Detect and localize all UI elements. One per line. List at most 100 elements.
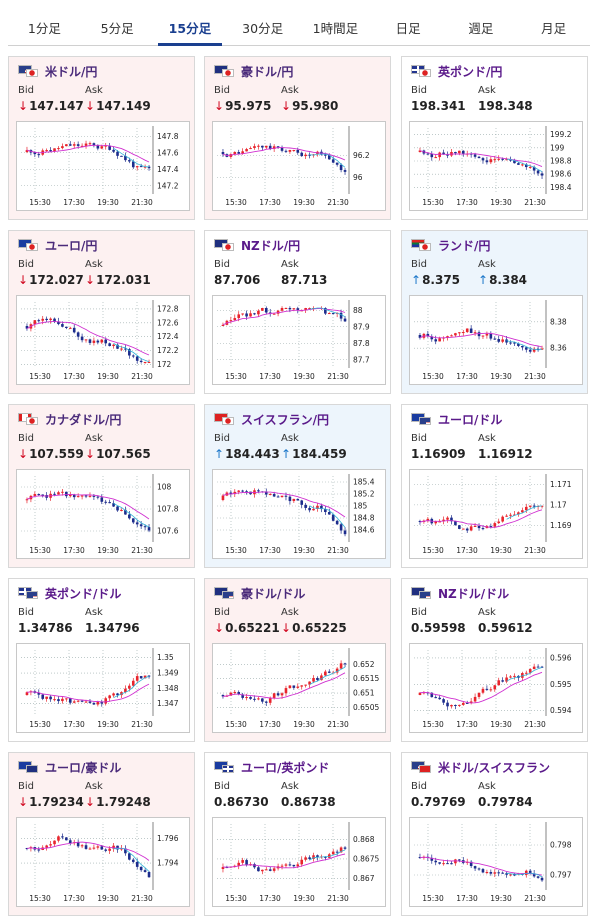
pair-name[interactable]: 英ポンド/ドル xyxy=(45,586,122,601)
ask-value: 172.031 xyxy=(96,273,151,287)
rate-card[interactable]: ユーロ/豪ドル Bid Ask ↓1.79234 ↓1.79248 1.796 1.794 1… xyxy=(8,752,195,916)
tab-0[interactable]: 1分足 xyxy=(27,21,61,36)
pair-name[interactable]: NZドル/円 xyxy=(241,238,301,253)
pair-name[interactable]: 米ドル/スイスフラン xyxy=(438,760,551,775)
candle-body xyxy=(268,494,272,496)
pair-name[interactable]: ユーロ/円 xyxy=(45,238,98,253)
quote-values: ↓107.559 ↓107.565 xyxy=(18,447,187,463)
pair-name[interactable]: ランド/円 xyxy=(438,238,491,253)
rate-card[interactable]: カナダドル/円 Bid Ask ↓107.559 ↓107.565 108 107.8 107… xyxy=(8,404,195,568)
candle-body xyxy=(312,855,315,859)
candle-body xyxy=(100,339,104,343)
ask-label: Ask xyxy=(281,85,299,96)
rate-card[interactable]: 米ドル/円 Bid Ask ↓147.147 ↓147.149 147.8 147.6 147… xyxy=(8,56,195,220)
timeframe-tabs: 1分足 5分足 15分足 30分足 1時間足 日足 週足 月足 xyxy=(8,10,590,46)
rate-card[interactable]: ユーロ/英ポンド Bid Ask 0.86730 0.86738 0.868 0.8675 0… xyxy=(204,752,391,916)
pair-name[interactable]: ユーロ/英ポンド xyxy=(241,760,330,775)
mini-chart[interactable]: 199.2 199 198.8 198.6 198.4 15:30 17:30 19:30 21… xyxy=(409,121,583,211)
candle-body xyxy=(316,505,319,509)
japan-flag-icon xyxy=(26,243,38,251)
x-tick-label: 21:30 xyxy=(524,372,546,381)
candle-body xyxy=(96,496,100,498)
mini-chart[interactable]: 0.868 0.8675 0.867 15:30 17:30 19:30 21:30 xyxy=(212,817,386,907)
candle-body xyxy=(245,491,248,493)
candle-body xyxy=(327,313,331,315)
rate-card[interactable]: 英ポンド/円 Bid Ask 198.341 198.348 199.2 199 198.8 1… xyxy=(401,56,588,220)
candle-body xyxy=(143,675,147,679)
rate-card[interactable]: 豪ドル/ドル Bid Ask ↓0.65221 ↓0.65225 0.652 0.6515 0… xyxy=(204,578,391,742)
mini-chart[interactable]: 0.798 0.797 15:30 17:30 19:30 21:30 xyxy=(409,817,583,907)
x-tick-label: 19:30 xyxy=(490,372,512,381)
moving-average-line xyxy=(222,853,346,869)
pair-name[interactable]: 豪ドル/円 xyxy=(241,64,294,79)
mini-chart[interactable]: 172.8 172.6 172.4 172.2 172 15:30 17:30 19:30 21… xyxy=(16,295,190,385)
rate-card[interactable]: 米ドル/スイスフラン Bid Ask 0.79769 0.79784 0.798 0.797… xyxy=(401,752,588,916)
ask-label: Ask xyxy=(281,433,299,444)
candle-body xyxy=(65,491,68,497)
mini-chart[interactable]: 185.4 185.2 185 184.8 184.6 15:30 17:30 19:30 21… xyxy=(212,469,386,559)
y-tick-label: 96 xyxy=(353,173,363,182)
candle-body xyxy=(120,348,123,350)
candle-body xyxy=(49,318,52,321)
card-header: スイスフラン/円 xyxy=(214,411,383,427)
rate-card[interactable]: 英ポンド/ドル Bid Ask 1.34786 1.34796 1.35 1.349 1.34… xyxy=(8,578,195,742)
pair-name[interactable]: NZドル/ドル xyxy=(438,586,510,601)
candle-body xyxy=(128,685,131,689)
mini-chart[interactable]: 8.38 8.36 15:30 17:30 19:30 21:30 xyxy=(409,295,583,385)
mini-chart[interactable]: 0.652 0.6515 0.651 0.6505 15:30 17:30 19:30 21:… xyxy=(212,643,386,733)
candle-body xyxy=(76,332,80,337)
candle-body xyxy=(418,335,422,338)
candle-body xyxy=(540,505,544,507)
candle-body xyxy=(521,345,524,348)
rate-card[interactable]: スイスフラン/円 Bid Ask ↑184.443 ↑184.459 185.4 185.2… xyxy=(204,404,391,568)
currency-flags-icon xyxy=(18,65,40,77)
pair-name[interactable]: ユーロ/豪ドル xyxy=(45,760,122,775)
rate-card[interactable]: ユーロ/ドル Bid Ask 1.16909 1.16912 1.171 1.17 1.169… xyxy=(401,404,588,568)
y-tick-label: 8.38 xyxy=(550,317,567,326)
candle-body xyxy=(505,159,508,161)
tab-2[interactable]: 15分足 xyxy=(154,10,227,46)
quote-values: 198.341 198.348 xyxy=(411,99,580,115)
candle-body xyxy=(241,860,244,863)
pair-name[interactable]: 豪ドル/ドル xyxy=(241,586,306,601)
tab-6[interactable]: 週足 xyxy=(468,21,494,36)
currency-flags-icon xyxy=(18,761,40,773)
tab-3[interactable]: 30分足 xyxy=(242,21,284,36)
candle-body xyxy=(434,157,438,159)
x-tick-label: 19:30 xyxy=(490,198,512,207)
candle-body xyxy=(524,164,528,168)
mini-chart[interactable]: 1.796 1.794 15:30 17:30 19:30 21:30 xyxy=(16,817,190,907)
short-average-line xyxy=(113,676,150,699)
candle-body xyxy=(343,170,347,172)
ask-price: 0.79784 xyxy=(478,795,533,811)
rate-card[interactable]: NZドル/円 Bid Ask 87.706 87.713 88 87.9 87.8 87.7 15… xyxy=(204,230,391,394)
mini-chart[interactable]: 108 107.8 107.6 15:30 17:30 19:30 21:30 xyxy=(16,469,190,559)
tab-7[interactable]: 月足 xyxy=(541,21,567,36)
japan-flag-icon xyxy=(26,417,38,425)
y-tick-label: 185.4 xyxy=(353,478,375,487)
pair-name[interactable]: スイスフラン/円 xyxy=(241,412,330,427)
tab-1[interactable]: 5分足 xyxy=(100,21,134,36)
candle-body xyxy=(80,700,84,702)
mini-chart[interactable]: 1.171 1.17 1.169 15:30 17:30 19:30 21:30 xyxy=(409,469,583,559)
mini-chart[interactable]: 0.596 0.595 0.594 15:30 17:30 19:30 21:30 xyxy=(409,643,583,733)
rate-card[interactable]: NZドル/ドル Bid Ask 0.59598 0.59612 0.596 0.595 0.5… xyxy=(401,578,588,742)
candle-body xyxy=(300,859,304,865)
mini-chart[interactable]: 96.2 96 15:30 17:30 19:30 21:30 xyxy=(212,121,386,211)
candle-body xyxy=(41,318,45,321)
mini-chart[interactable]: 1.35 1.349 1.348 1.347 15:30 17:30 19:30 21:30 xyxy=(16,643,190,733)
candle-body xyxy=(339,847,343,853)
rate-card[interactable]: ランド/円 Bid Ask ↑8.375 ↑8.384 8.38 8.36 15:30 17:3… xyxy=(401,230,588,394)
rate-card[interactable]: ユーロ/円 Bid Ask ↓172.027 ↓172.031 172.8 172.6 172… xyxy=(8,230,195,394)
mini-chart[interactable]: 88 87.9 87.8 87.7 15:30 17:30 19:30 21:30 xyxy=(212,295,386,385)
ask-label: Ask xyxy=(85,259,103,270)
tab-5[interactable]: 日足 xyxy=(395,21,421,36)
pair-name[interactable]: 英ポンド/円 xyxy=(438,64,503,79)
pair-name[interactable]: ユーロ/ドル xyxy=(438,412,503,427)
rate-card[interactable]: 豪ドル/円 Bid Ask ↓95.975 ↓95.980 96.2 96 15:30 17:3… xyxy=(204,56,391,220)
mini-chart[interactable]: 147.8 147.6 147.4 147.2 15:30 17:30 19:30 21:30 xyxy=(16,121,190,211)
pair-name[interactable]: 米ドル/円 xyxy=(45,64,98,79)
pair-name[interactable]: カナダドル/円 xyxy=(45,412,122,427)
tab-4[interactable]: 1時間足 xyxy=(312,21,359,36)
x-tick-label: 21:30 xyxy=(327,198,349,207)
